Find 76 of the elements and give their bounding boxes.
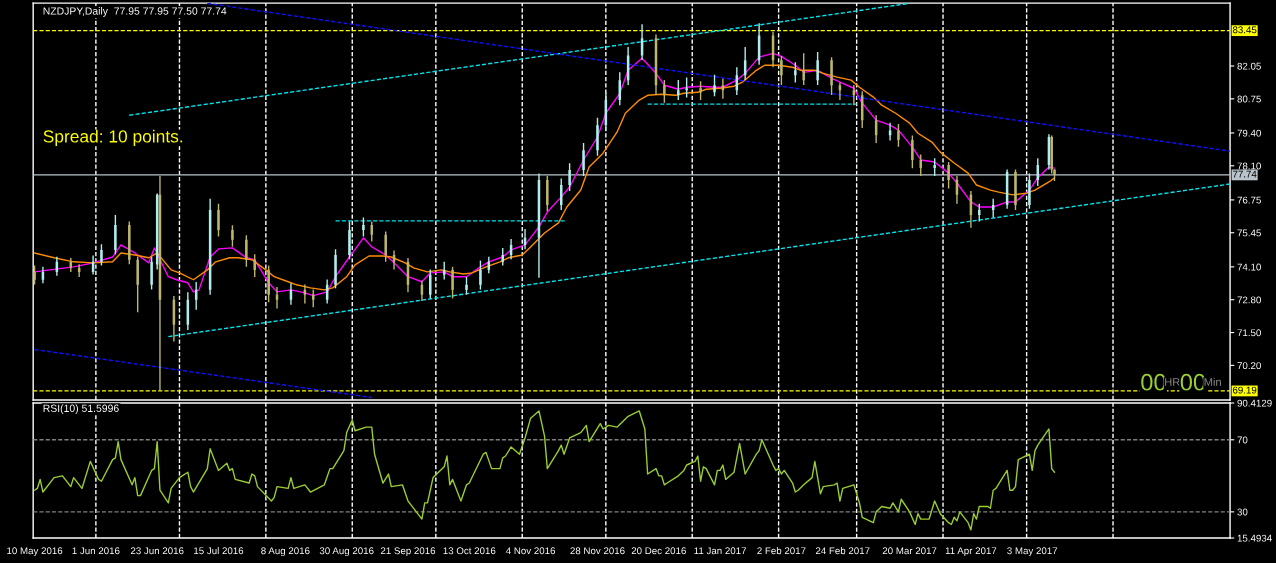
x-tick-label: 20 Mar 2017 xyxy=(882,547,937,555)
candlestick xyxy=(451,266,454,300)
y-tick-label: 76.75 xyxy=(1237,196,1261,204)
x-tick-label: 20 Dec 2016 xyxy=(631,547,686,555)
y-tick-label: 79.40 xyxy=(1237,129,1261,137)
ref-line-label: 77.74 xyxy=(1232,170,1257,178)
x-tick-label: 11 Jan 2017 xyxy=(694,547,747,555)
y-tick-label: 71.50 xyxy=(1237,329,1261,337)
candlestick xyxy=(794,61,797,84)
candlestick xyxy=(663,79,666,104)
x-tick-label: 23 Jun 2016 xyxy=(130,547,184,555)
candlestick xyxy=(231,224,234,248)
ref-line-label: 83.45 xyxy=(1232,26,1257,34)
candlestick xyxy=(267,264,270,303)
candlestick xyxy=(245,234,248,268)
x-tick-label: 13 Oct 2016 xyxy=(443,547,496,555)
candlestick xyxy=(802,52,805,86)
y-tick-label: 78.10 xyxy=(1237,162,1261,170)
candlestick xyxy=(568,162,571,192)
candlestick xyxy=(150,256,153,291)
y-tick-label: 82.05 xyxy=(1237,62,1261,70)
y-tick-label: 72.80 xyxy=(1237,296,1261,304)
x-tick-label: 15 Jul 2016 xyxy=(194,547,244,555)
candlestick xyxy=(830,56,833,96)
candlestick xyxy=(677,79,680,101)
ref-line-label: 69.19 xyxy=(1232,386,1257,394)
candlestick xyxy=(713,74,716,98)
candlestick xyxy=(816,51,819,86)
candlestick xyxy=(699,80,702,101)
candlestick xyxy=(253,253,256,278)
annotation: Spread: 10 points. xyxy=(43,129,183,146)
candlestick xyxy=(933,157,936,177)
x-tick-label: 2 Feb 2017 xyxy=(757,547,806,555)
candlestick xyxy=(897,123,900,148)
candlestick xyxy=(479,259,482,291)
candlestick xyxy=(596,117,599,157)
y-tick-label: 70 xyxy=(1237,436,1248,444)
x-tick-label: 28 Nov 2016 xyxy=(570,547,625,555)
y-tick-label: 74.10 xyxy=(1237,263,1261,271)
x-tick-label: 3 May 2017 xyxy=(1007,547,1058,557)
y-tick-label: 75.45 xyxy=(1237,229,1261,237)
x-tick-label: 24 Feb 2017 xyxy=(815,547,870,555)
candlestick xyxy=(217,203,220,238)
candlestick xyxy=(429,268,432,300)
candlestick xyxy=(1028,172,1031,210)
candlestick xyxy=(384,230,387,263)
candlestick xyxy=(334,248,337,290)
candlestick xyxy=(685,76,688,99)
x-tick-label: 8 Aug 2016 xyxy=(261,547,310,557)
y-tick-label: 15.4934 xyxy=(1237,534,1272,542)
y-tick-label: 30 xyxy=(1237,508,1248,516)
chart-title: NZDJPY,Daily 77.95 77.95 77.50 77.74 xyxy=(43,7,227,17)
chart-title: RSI(10) 51.5996 xyxy=(43,404,119,415)
candlestick xyxy=(100,243,103,267)
x-tick-label: 1 Jun 2016 xyxy=(72,547,120,555)
candlestick xyxy=(560,177,563,211)
candlestick xyxy=(582,142,585,177)
candlestick xyxy=(1014,168,1017,211)
annotation: Min xyxy=(1204,377,1221,386)
x-tick-label: 10 May 2016 xyxy=(7,547,63,557)
candlestick xyxy=(911,134,914,170)
x-tick-label: 11 Apr 2017 xyxy=(945,547,997,557)
annotation: HR xyxy=(1165,378,1180,386)
candlestick xyxy=(362,216,365,238)
x-tick-label: 30 Aug 2016 xyxy=(319,547,374,557)
candlestick xyxy=(780,55,783,86)
y-tick-label: 80.75 xyxy=(1237,95,1261,103)
x-tick-label: 4 Nov 2016 xyxy=(505,547,556,555)
candlestick xyxy=(465,276,468,296)
y-tick-label: 70.20 xyxy=(1237,362,1261,370)
candlestick xyxy=(947,161,950,190)
y-tick-label: 90.4129 xyxy=(1237,399,1272,407)
candlestick xyxy=(348,220,351,260)
x-tick-label: 21 Sep 2016 xyxy=(380,547,436,557)
candlestick xyxy=(114,214,117,255)
candlestick xyxy=(919,153,922,177)
